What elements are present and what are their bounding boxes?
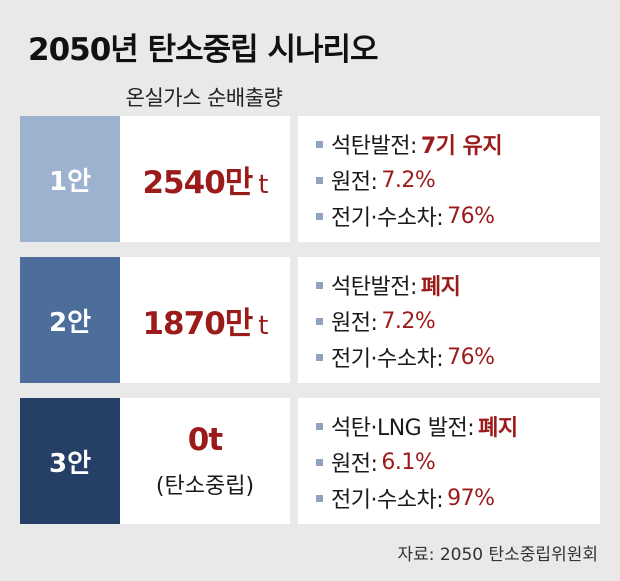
scenario-details: 석탄·LNG 발전: 폐지 원전: 6.1% 전기·수소차: 97% xyxy=(298,398,600,524)
scenario-details: 석탄발전: 폐지 원전: 7.2% 전기·수소차: 76% xyxy=(298,257,600,383)
detail-key: 원전: xyxy=(331,311,378,336)
bullet-icon xyxy=(316,458,323,466)
emission-value: 0t (탄소중립) xyxy=(120,398,290,524)
detail-item: 석탄발전: 폐지 xyxy=(316,267,600,303)
detail-value: 폐지 xyxy=(478,416,518,441)
emission-unit: t xyxy=(258,310,268,341)
detail-item: 전기·수소차: 76% xyxy=(316,339,600,375)
bullet-icon xyxy=(316,281,323,289)
detail-item: 전기·수소차: 97% xyxy=(316,480,600,516)
detail-key: 석탄발전: xyxy=(331,134,417,159)
detail-value: 7기 유지 xyxy=(420,134,503,159)
emission-number: 1870만 xyxy=(142,305,253,342)
detail-key: 석탄·LNG 발전: xyxy=(331,416,475,441)
bullet-icon xyxy=(316,212,323,220)
scenario-details: 석탄발전: 7기 유지 원전: 7.2% 전기·수소차: 76% xyxy=(298,116,600,242)
detail-key: 전기·수소차: xyxy=(331,347,444,372)
emission-subtitle: (탄소중립) xyxy=(155,474,255,499)
detail-value: 97% xyxy=(447,485,495,511)
detail-key: 전기·수소차: xyxy=(331,206,444,231)
emission-unit: t xyxy=(258,169,268,200)
emission-value: 1870만 t xyxy=(120,257,290,383)
scenario-label: 1안 xyxy=(20,116,120,242)
detail-value: 6.1% xyxy=(381,449,436,475)
detail-item: 전기·수소차: 76% xyxy=(316,198,600,234)
bullet-icon xyxy=(316,422,323,430)
detail-value: 76% xyxy=(447,203,495,229)
detail-item: 석탄발전: 7기 유지 xyxy=(316,126,600,162)
source-note: 자료: 2050 탄소중립위원회 xyxy=(397,545,598,565)
detail-item: 원전: 7.2% xyxy=(316,162,600,198)
scenario-label: 2안 xyxy=(20,257,120,383)
bullet-icon xyxy=(316,317,323,325)
detail-key: 석탄발전: xyxy=(331,275,417,300)
bullet-icon xyxy=(316,494,323,502)
scenario-row-2: 2안 1870만 t 석탄발전: 폐지 원전: 7.2% 전기·수소차: 76% xyxy=(20,257,600,383)
detail-item: 원전: 6.1% xyxy=(316,444,600,480)
detail-key: 원전: xyxy=(331,452,378,477)
detail-key: 전기·수소차: xyxy=(331,488,444,513)
page-title: 2050년 탄소중립 시나리오 xyxy=(28,32,379,68)
emission-number: 2540만 xyxy=(142,164,253,201)
detail-value: 7.2% xyxy=(381,167,436,193)
column-header: 온실가스 순배출량 xyxy=(125,86,283,110)
detail-item: 원전: 7.2% xyxy=(316,303,600,339)
scenario-row-3: 3안 0t (탄소중립) 석탄·LNG 발전: 폐지 원전: 6.1% 전기·수… xyxy=(20,398,600,524)
bullet-icon xyxy=(316,140,323,148)
detail-key: 원전: xyxy=(331,170,378,195)
detail-value: 76% xyxy=(447,344,495,370)
emission-value: 2540만 t xyxy=(120,116,290,242)
scenario-label: 3안 xyxy=(20,398,120,524)
detail-item: 석탄·LNG 발전: 폐지 xyxy=(316,408,600,444)
bullet-icon xyxy=(316,353,323,361)
scenario-row-1: 1안 2540만 t 석탄발전: 7기 유지 원전: 7.2% 전기·수소차: 7… xyxy=(20,116,600,242)
bullet-icon xyxy=(316,176,323,184)
emission-number: 0t xyxy=(187,422,223,458)
detail-value: 7.2% xyxy=(381,308,436,334)
detail-value: 폐지 xyxy=(420,275,461,300)
